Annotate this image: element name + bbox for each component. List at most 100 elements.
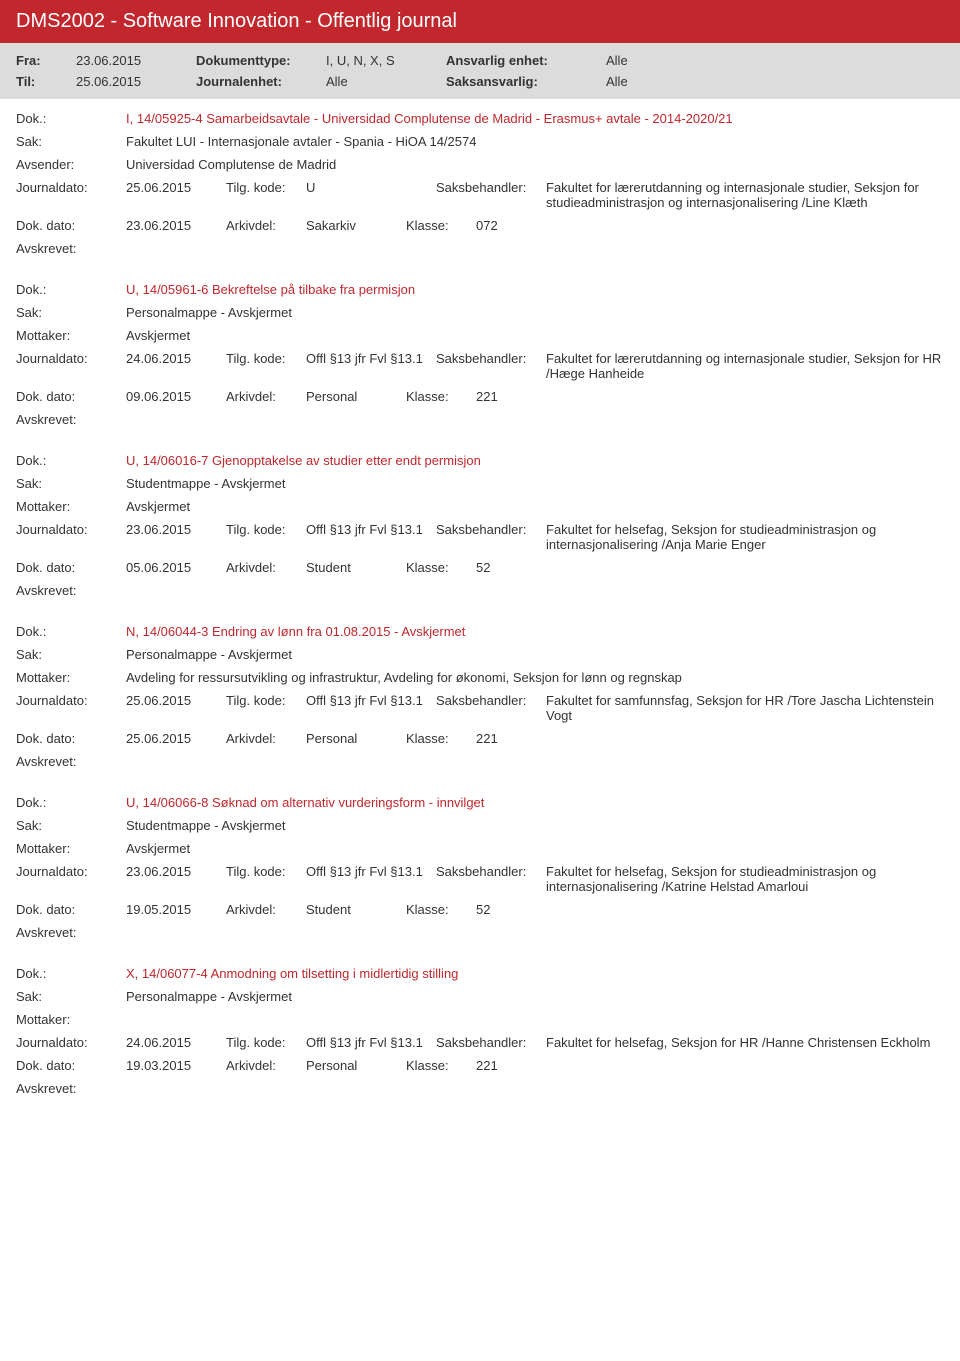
tilgkode-label: Tilg. kode: xyxy=(226,1035,286,1050)
arkivdel-label: Arkivdel: xyxy=(226,560,276,575)
arkivdel-value: Personal xyxy=(306,731,357,746)
saksbehandler-value: Fakultet for lærerutdanning og internasj… xyxy=(546,351,944,381)
filter-bar: Fra: 23.06.2015 Dokumenttype: I, U, N, X… xyxy=(0,43,960,99)
saksbehandler-value: Fakultet for helsefag, Seksjon for studi… xyxy=(546,864,944,894)
journaldato-label: Journaldato: xyxy=(16,1035,88,1050)
journaldato-label: Journaldato: xyxy=(16,180,88,210)
journaldato-value: 25.06.2015 xyxy=(126,180,191,210)
saksbehandler-value: Fakultet for lærerutdanning og internasj… xyxy=(546,180,944,210)
arkivdel-value: Student xyxy=(306,902,351,917)
arkivdel-label: Arkivdel: xyxy=(226,731,276,746)
journaldato-value: 25.06.2015 xyxy=(126,693,191,723)
page-title: DMS2002 - Software Innovation - Offentli… xyxy=(0,0,960,43)
party-value: Avskjermet xyxy=(126,499,944,514)
avskrevet-label: Avskrevet: xyxy=(16,1081,944,1096)
tilgkode-value: Offl §13 jfr Fvl §13.1 xyxy=(306,522,423,552)
journal-entry: Dok.: U, 14/05961-6 Bekreftelse på tilba… xyxy=(0,270,960,441)
party-value: Avdeling for ressursutvikling og infrast… xyxy=(126,670,944,685)
fra-label: Fra: xyxy=(16,53,76,68)
klasse-value: 221 xyxy=(476,1058,498,1073)
journal-entry: Dok.: N, 14/06044-3 Endring av lønn fra … xyxy=(0,612,960,783)
sak-label: Sak: xyxy=(16,134,126,149)
avskrevet-label: Avskrevet: xyxy=(16,583,944,598)
tilgkode-label: Tilg. kode: xyxy=(226,693,286,723)
journal-entry: Dok.: I, 14/05925-4 Samarbeidsavtale - U… xyxy=(0,99,960,270)
avskrevet-label: Avskrevet: xyxy=(16,241,944,256)
klasse-label: Klasse: xyxy=(406,560,449,575)
dok-title: I, 14/05925-4 Samarbeidsavtale - Univers… xyxy=(126,111,944,126)
dokdato-label: Dok. dato: xyxy=(16,560,75,575)
dok-label: Dok.: xyxy=(16,453,126,468)
saksbehandler-label: Saksbehandler: xyxy=(436,864,526,894)
saksansvarlig-value: Alle xyxy=(606,74,944,89)
arkivdel-label: Arkivdel: xyxy=(226,902,276,917)
dokdato-label: Dok. dato: xyxy=(16,731,75,746)
dokdato-value: 19.05.2015 xyxy=(126,902,191,917)
klasse-label: Klasse: xyxy=(406,731,449,746)
saksbehandler-label: Saksbehandler: xyxy=(436,1035,526,1050)
dok-title: X, 14/06077-4 Anmodning om tilsetting i … xyxy=(126,966,944,981)
ansvarlig-label: Ansvarlig enhet: xyxy=(446,53,606,68)
klasse-value: 221 xyxy=(476,389,498,404)
tilgkode-label: Tilg. kode: xyxy=(226,180,286,210)
sak-value: Studentmappe - Avskjermet xyxy=(126,818,944,833)
klasse-value: 52 xyxy=(476,560,490,575)
dokdato-label: Dok. dato: xyxy=(16,902,75,917)
til-label: Til: xyxy=(16,74,76,89)
doktype-value: I, U, N, X, S xyxy=(326,53,446,68)
journaldato-label: Journaldato: xyxy=(16,864,88,894)
saksbehandler-label: Saksbehandler: xyxy=(436,693,526,723)
dok-title: U, 14/06016-7 Gjenopptakelse av studier … xyxy=(126,453,944,468)
klasse-value: 072 xyxy=(476,218,498,233)
sak-label: Sak: xyxy=(16,818,126,833)
sak-value: Personalmappe - Avskjermet xyxy=(126,647,944,662)
klasse-label: Klasse: xyxy=(406,389,449,404)
journaldato-label: Journaldato: xyxy=(16,522,88,552)
party-label: Mottaker: xyxy=(16,499,126,514)
sak-label: Sak: xyxy=(16,647,126,662)
dok-label: Dok.: xyxy=(16,282,126,297)
arkivdel-value: Sakarkiv xyxy=(306,218,356,233)
tilgkode-value: U xyxy=(306,180,315,210)
journaldato-value: 24.06.2015 xyxy=(126,1035,191,1050)
dokdato-value: 25.06.2015 xyxy=(126,731,191,746)
klasse-value: 221 xyxy=(476,731,498,746)
tilgkode-label: Tilg. kode: xyxy=(226,351,286,381)
fra-value: 23.06.2015 xyxy=(76,53,196,68)
sak-value: Fakultet LUI - Internasjonale avtaler - … xyxy=(126,134,944,149)
ansvarlig-value: Alle xyxy=(606,53,944,68)
dok-label: Dok.: xyxy=(16,111,126,126)
tilgkode-value: Offl §13 jfr Fvl §13.1 xyxy=(306,864,423,894)
sak-value: Personalmappe - Avskjermet xyxy=(126,305,944,320)
sak-label: Sak: xyxy=(16,989,126,1004)
dok-label: Dok.: xyxy=(16,795,126,810)
arkivdel-value: Personal xyxy=(306,1058,357,1073)
journaldato-label: Journaldato: xyxy=(16,351,88,381)
arkivdel-label: Arkivdel: xyxy=(226,1058,276,1073)
saksbehandler-label: Saksbehandler: xyxy=(436,351,526,381)
journalenhet-label: Journalenhet: xyxy=(196,74,326,89)
dokdato-value: 05.06.2015 xyxy=(126,560,191,575)
party-label: Avsender: xyxy=(16,157,126,172)
klasse-value: 52 xyxy=(476,902,490,917)
party-label: Mottaker: xyxy=(16,328,126,343)
dokdato-label: Dok. dato: xyxy=(16,218,75,233)
avskrevet-label: Avskrevet: xyxy=(16,925,944,940)
dok-title: U, 14/05961-6 Bekreftelse på tilbake fra… xyxy=(126,282,944,297)
journal-entry: Dok.: X, 14/06077-4 Anmodning om tilsett… xyxy=(0,954,960,1110)
dok-label: Dok.: xyxy=(16,624,126,639)
saksansvarlig-label: Saksansvarlig: xyxy=(446,74,606,89)
avskrevet-label: Avskrevet: xyxy=(16,412,944,427)
klasse-label: Klasse: xyxy=(406,1058,449,1073)
journaldato-value: 23.06.2015 xyxy=(126,864,191,894)
dok-label: Dok.: xyxy=(16,966,126,981)
til-value: 25.06.2015 xyxy=(76,74,196,89)
dokdato-label: Dok. dato: xyxy=(16,389,75,404)
dok-title: N, 14/06044-3 Endring av lønn fra 01.08.… xyxy=(126,624,944,639)
klasse-label: Klasse: xyxy=(406,218,449,233)
tilgkode-label: Tilg. kode: xyxy=(226,522,286,552)
saksbehandler-value: Fakultet for helsefag, Seksjon for studi… xyxy=(546,522,944,552)
sak-label: Sak: xyxy=(16,305,126,320)
party-value xyxy=(126,1012,944,1027)
arkivdel-value: Student xyxy=(306,560,351,575)
